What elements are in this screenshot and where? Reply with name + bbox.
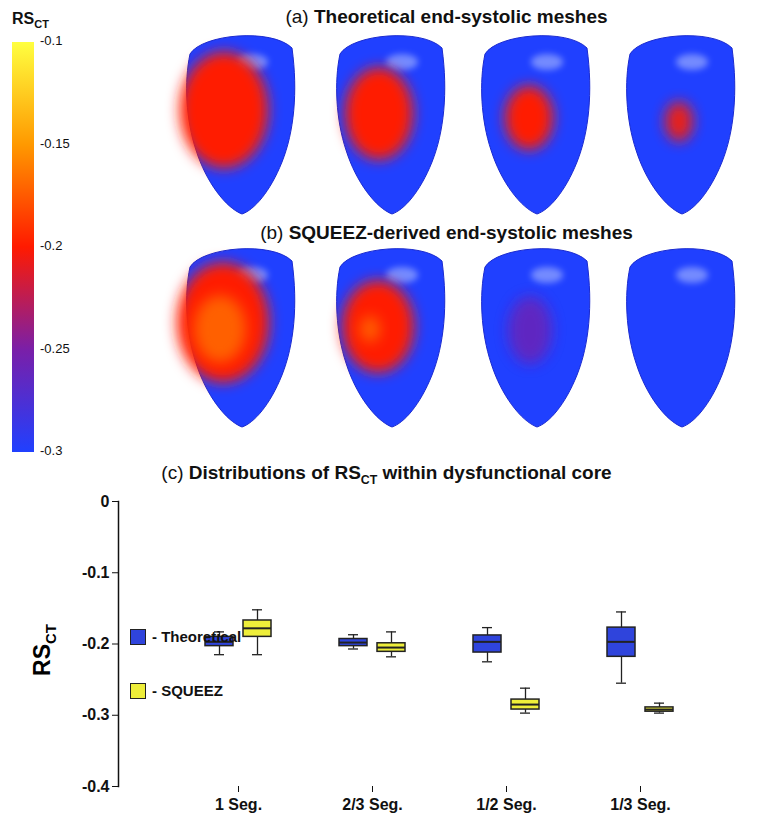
svg-text:-0.4: -0.4 [82, 778, 110, 795]
svg-text:RSCT: RSCT [12, 10, 49, 30]
svg-text:-0.3: -0.3 [40, 443, 62, 458]
svg-text:-0.3: -0.3 [82, 706, 110, 723]
svg-text:-0.2: -0.2 [82, 635, 110, 652]
html-text:CT: CT [41, 624, 59, 644]
html-text:- SQUEEZ: - SQUEEZ [152, 682, 223, 699]
svg-text:-0.25: -0.25 [40, 341, 70, 356]
svg-text:2/3 Seg.: 2/3 Seg. [342, 796, 402, 813]
html-text:(c) Distributions of RSCTwithi: (c) Distributions of RSCTwithin dysfunct… [161, 462, 612, 487]
svg-text:1/2 Seg.: 1/2 Seg. [476, 796, 536, 813]
html-text:(b) SQUEEZ-derived end-systoli: (b) SQUEEZ-derived end-systolic meshes [260, 222, 633, 243]
svg-text:-0.15: -0.15 [40, 136, 70, 151]
html-text:RS: RS [29, 644, 56, 676]
svg-text:-0.1: -0.1 [82, 564, 110, 581]
html-text:- Theoretical: - Theoretical [152, 628, 242, 645]
svg-text:1/3 Seg.: 1/3 Seg. [610, 796, 670, 813]
svg-text:-0.1: -0.1 [40, 33, 62, 48]
svg-text:1 Seg.: 1 Seg. [215, 796, 262, 813]
svg-text:-0.2: -0.2 [40, 238, 62, 253]
html-text:(a) Theoretical end-systolic m: (a) Theoretical end-systolic meshes [285, 6, 608, 27]
svg-text:0: 0 [101, 493, 110, 510]
